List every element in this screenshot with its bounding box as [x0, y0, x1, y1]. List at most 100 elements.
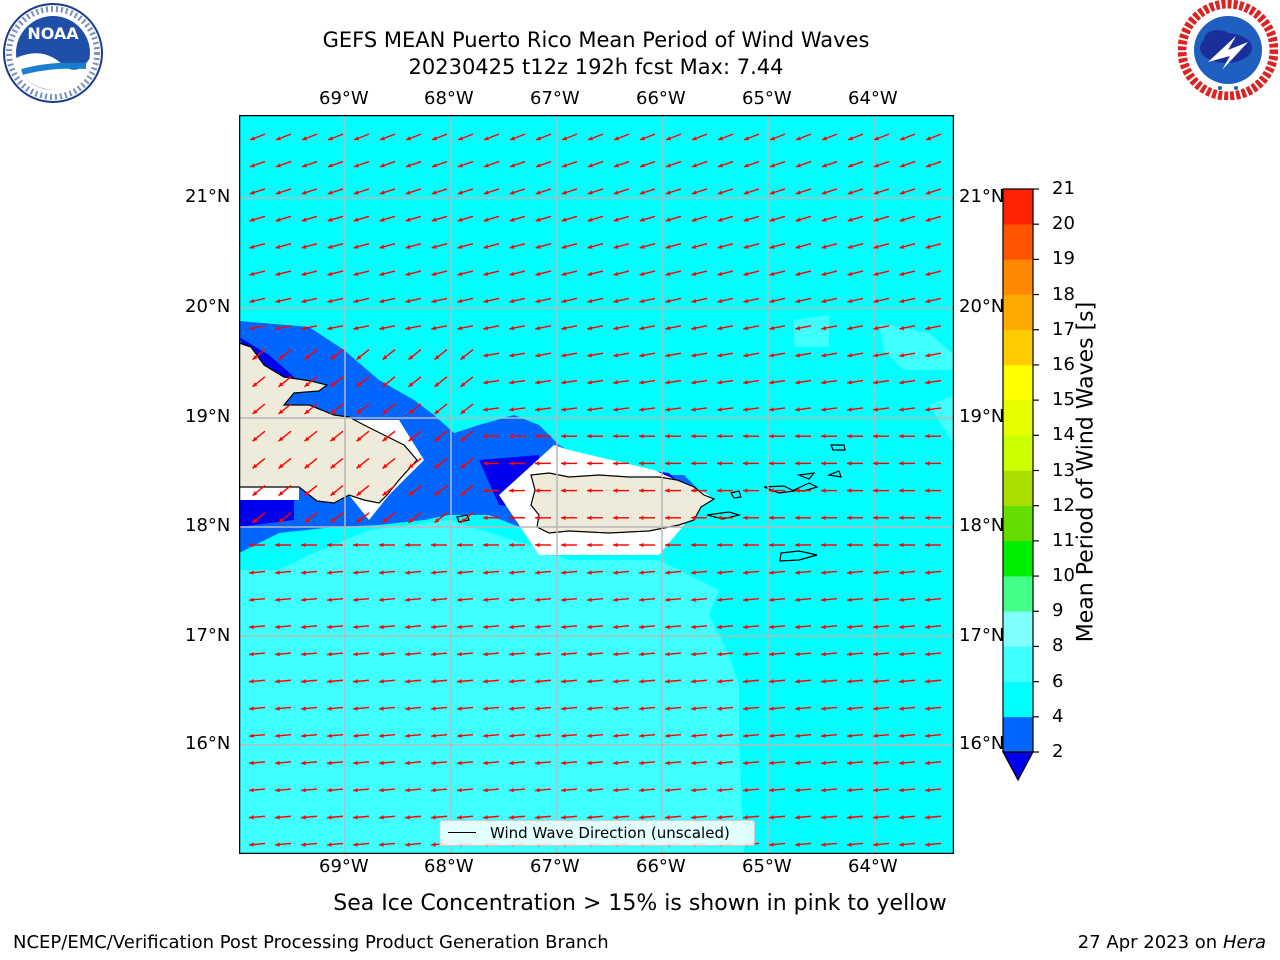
wave-arrow-head: [431, 570, 436, 575]
colorbar-block: [1003, 646, 1033, 682]
colorbar-block: [1003, 364, 1033, 401]
wave-arrow-head: [613, 787, 618, 793]
wave-arrow-head: [431, 163, 437, 168]
wave-arrow-head: [873, 244, 879, 249]
wave-arrow-head: [847, 244, 853, 249]
wave-arrow-head: [353, 651, 358, 657]
wave-arrow-head: [431, 651, 436, 657]
colorbar-block: [1003, 470, 1033, 506]
wave-arrow-head: [873, 407, 878, 412]
wave-arrow-head: [509, 325, 515, 331]
wave-arrow-head: [330, 463, 336, 469]
wave-arrow-head: [795, 353, 801, 358]
wave-arrow-head: [561, 542, 566, 548]
wave-arrow-head: [379, 733, 384, 738]
wave-arrow-head: [330, 409, 336, 414]
wave-arrow-head: [613, 570, 618, 575]
wave-arrow-head: [405, 624, 410, 630]
wave-arrow-head: [535, 244, 541, 249]
wave-arrow-head: [587, 542, 592, 548]
wave-arrow-head: [899, 298, 905, 304]
wave-arrow-head: [276, 136, 282, 141]
colorbar-extend-arrow: [1001, 751, 1035, 782]
wave-arrow-head: [249, 624, 254, 630]
wave-arrow-head: [639, 163, 645, 168]
wave-arrow-head: [899, 624, 904, 630]
wave-arrow-head: [899, 407, 904, 412]
wave-arrow-head: [278, 491, 284, 496]
wave-arrow-head: [379, 706, 384, 711]
wave-arrow-head: [354, 136, 360, 141]
wave-arrow-head: [304, 491, 310, 496]
wave-arrow-head: [899, 597, 904, 602]
wave-arrow-head: [717, 488, 722, 493]
wave-arrow-head: [847, 570, 852, 575]
wave-arrow-head: [356, 355, 362, 360]
wave-arrow-head: [821, 679, 826, 684]
wave-arrow-head: [899, 651, 904, 657]
wave-arrow-head: [873, 787, 878, 793]
wave-arrow-head: [458, 136, 464, 141]
wave-arrow-head: [431, 542, 436, 548]
wave-arrow-head: [457, 190, 463, 195]
wave-arrow-head: [304, 436, 310, 442]
wave-arrow-head: [536, 136, 542, 141]
wave-arrow-head: [795, 624, 800, 630]
wave-arrow-head: [613, 163, 619, 168]
wave-arrow-head: [379, 570, 384, 575]
wave-arrow-head: [535, 380, 540, 385]
wave-arrow-head: [431, 325, 437, 331]
wave-arrow-head: [379, 542, 384, 548]
wave-arrow-head: [925, 842, 930, 847]
wave-arrow-head: [249, 679, 254, 684]
wave-arrow-head: [743, 815, 748, 820]
wave-arrow-head: [743, 542, 748, 548]
wave-arrow-head: [717, 679, 722, 684]
wave-arrow-head: [925, 217, 931, 222]
wave-arrow-head: [821, 380, 826, 385]
colorbar-block: [1003, 259, 1033, 295]
wave-arrow-head: [249, 542, 254, 548]
wave-arrow-head: [278, 436, 284, 442]
wave-arrow-head: [717, 651, 722, 657]
wave-arrow-head: [509, 163, 515, 168]
wave-arrow-head: [509, 407, 514, 412]
wave-arrow-head: [769, 651, 774, 657]
wave-arrow-head: [405, 163, 411, 168]
wave-arrow-head: [379, 624, 384, 630]
wave-arrow-head: [382, 491, 388, 496]
wave-arrow-head: [795, 679, 800, 684]
wave-arrow-head: [483, 407, 488, 412]
wave-arrow-head: [925, 163, 931, 168]
wave-arrow-head: [301, 570, 306, 575]
colorbar-tick-label: 19: [1052, 248, 1075, 270]
wave-arrow-head: [249, 163, 255, 168]
wave-arrow-head: [925, 190, 931, 195]
wave-arrow-head: [275, 190, 281, 195]
wave-arrow-head: [249, 190, 255, 195]
wave-arrow-head: [483, 706, 488, 711]
wave-arrow-head: [327, 298, 333, 304]
wave-arrow-head: [431, 190, 437, 195]
wave-arrow-head: [483, 542, 488, 548]
wave-arrow-head: [847, 733, 852, 738]
wave-arrow-head: [434, 436, 440, 442]
wave-arrow-head: [613, 325, 619, 331]
wave-arrow-head: [304, 382, 310, 387]
lon-label-bottom: 65°W: [742, 856, 792, 877]
wave-arrow-head: [639, 461, 644, 466]
wave-arrow-head: [769, 760, 774, 766]
wave-arrow-head: [665, 570, 670, 575]
lon-label-top: 67°W: [530, 88, 580, 109]
wave-arrow-head: [431, 760, 436, 766]
wave-arrow-head: [405, 787, 410, 793]
wave-arrow-head: [275, 244, 281, 249]
map-legend: Wind Wave Direction (unscaled): [439, 820, 755, 846]
wave-arrow-head: [925, 298, 931, 304]
wave-arrow-head: [613, 733, 618, 738]
wave-arrow-head: [640, 136, 646, 141]
colorbar-tick-label: 18: [1052, 283, 1075, 305]
wave-arrow-head: [509, 624, 514, 630]
wave-arrow-head: [431, 271, 437, 276]
wave-arrow-head: [691, 542, 696, 548]
